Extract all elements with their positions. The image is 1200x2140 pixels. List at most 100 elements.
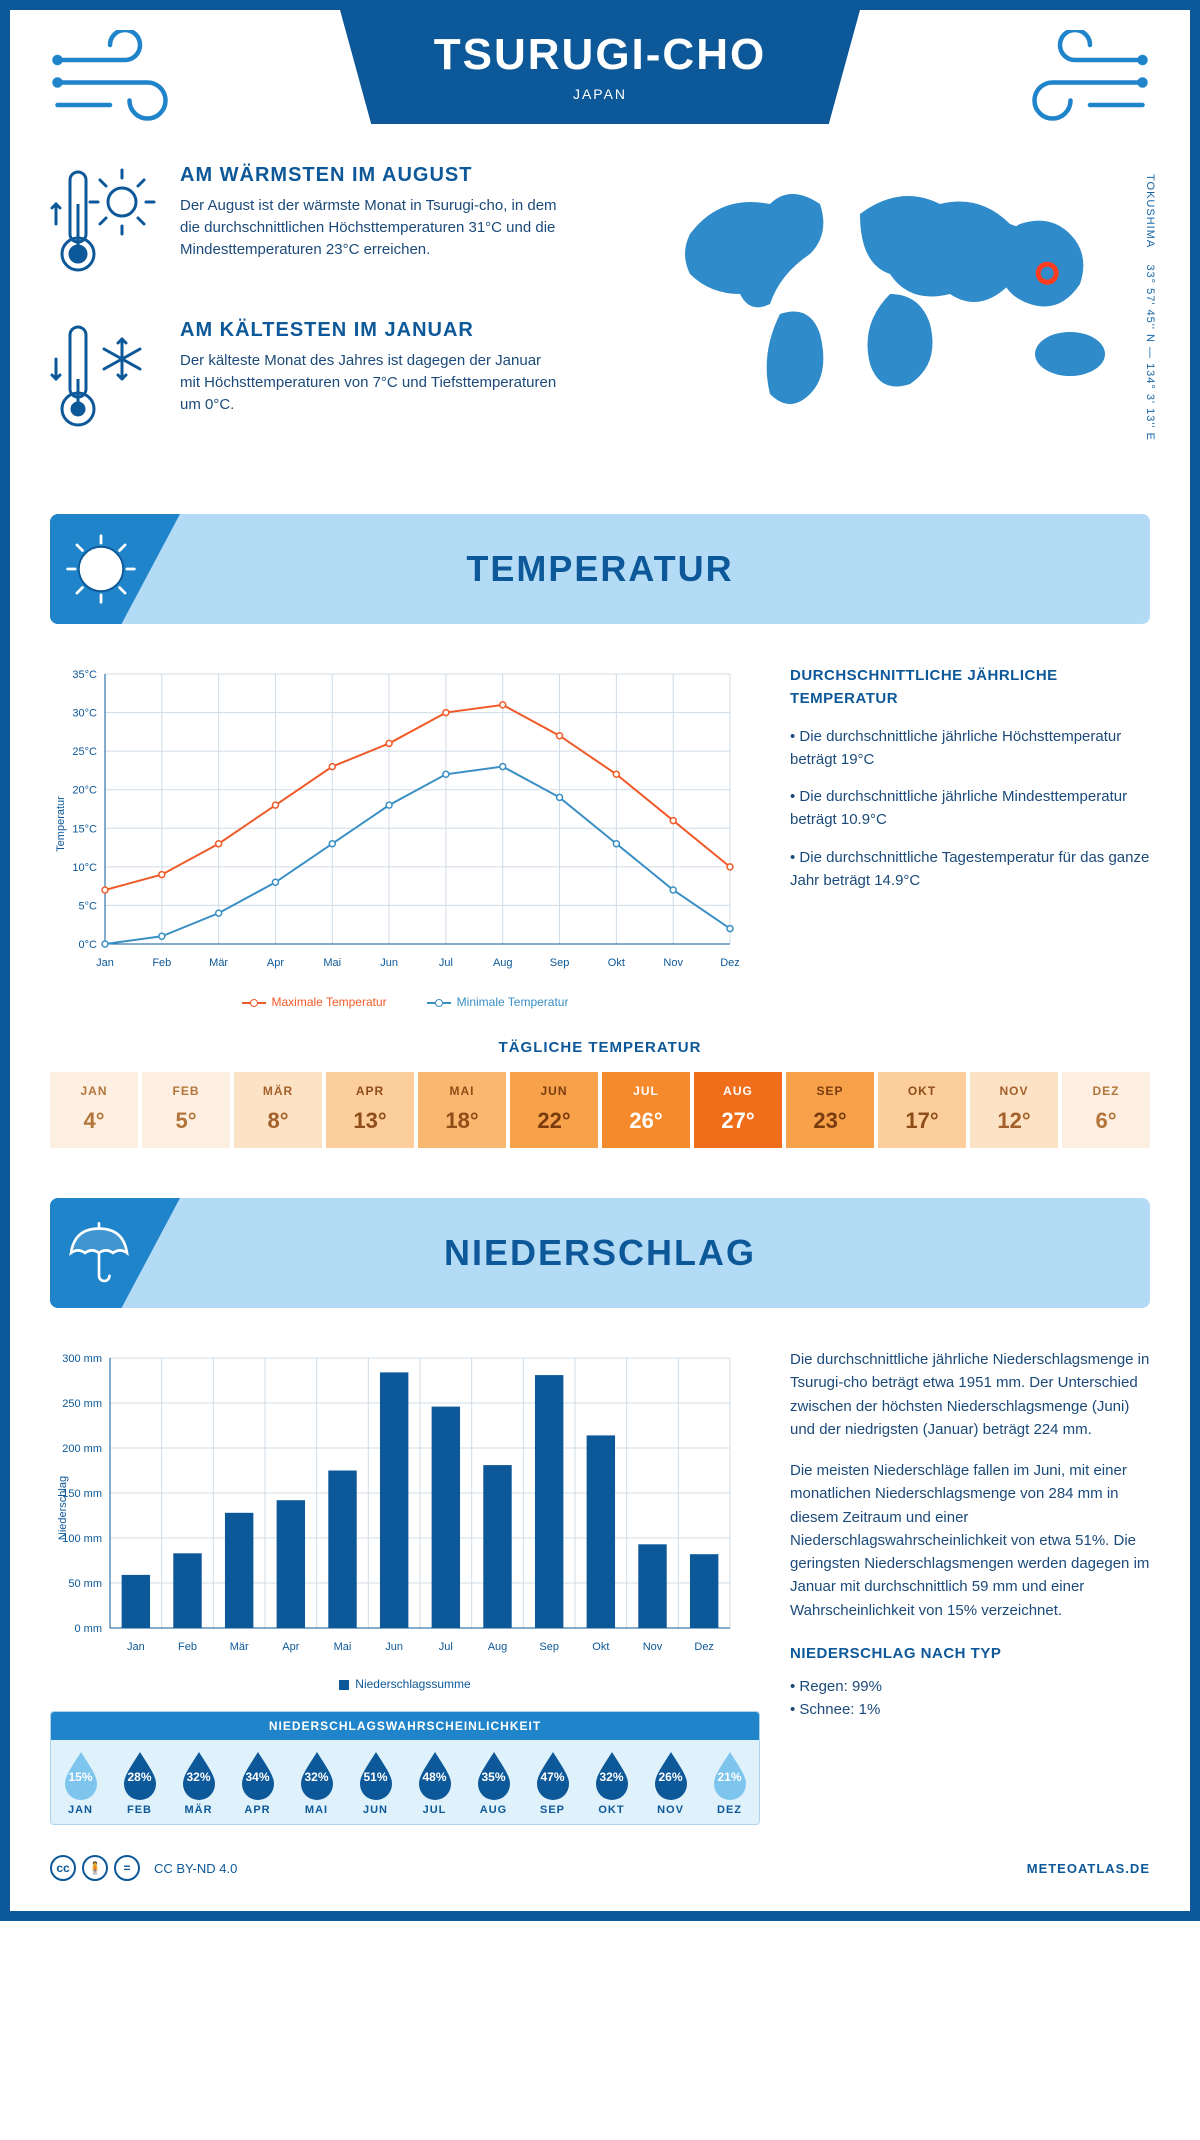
temperature-section-banner: TEMPERATUR — [50, 514, 1150, 624]
coordinates-label: 33° 57' 45'' N — 134° 3' 13'' E — [1144, 264, 1156, 441]
daily-temp-cell: FEB5° — [142, 1072, 230, 1148]
svg-text:Jul: Jul — [439, 957, 453, 969]
probability-cell: 51%JUN — [346, 1740, 405, 1824]
wind-deco-left — [50, 10, 200, 120]
license-block: cc 🧍 = CC BY-ND 4.0 — [50, 1855, 237, 1881]
daily-temp-cell: AUG27° — [694, 1072, 782, 1148]
daily-temp-cell: APR13° — [326, 1072, 414, 1148]
precip-type-1: • Regen: 99% — [790, 1675, 1150, 1698]
warmest-heading: AM WÄRMSTEN IM AUGUST — [180, 164, 560, 187]
probability-title: NIEDERSCHLAGSWAHRSCHEINLICHKEIT — [51, 1712, 759, 1740]
svg-text:50 mm: 50 mm — [68, 1578, 102, 1590]
probability-cell: 21%DEZ — [700, 1740, 759, 1824]
temp-bullet-2: • Die durchschnittliche jährliche Mindes… — [790, 785, 1150, 832]
coldest-text: Der kälteste Monat des Jahres ist dagege… — [180, 350, 560, 415]
precip-bar-chart: 0 mm50 mm100 mm150 mm200 mm250 mm300 mmJ… — [50, 1348, 760, 1825]
svg-text:0°C: 0°C — [79, 939, 98, 951]
temp-bullet-1: • Die durchschnittliche jährliche Höchst… — [790, 725, 1150, 772]
svg-text:15°C: 15°C — [72, 823, 97, 835]
nd-icon: = — [114, 1855, 140, 1881]
svg-text:250 mm: 250 mm — [62, 1398, 102, 1410]
daily-temp-cell: OKT17° — [878, 1072, 966, 1148]
precip-type-heading: NIEDERSCHLAG NACH TYP — [790, 1642, 1150, 1665]
svg-text:Sep: Sep — [550, 957, 570, 969]
temperature-notes: DURCHSCHNITTLICHE JÄHRLICHE TEMPERATUR •… — [790, 664, 1150, 1009]
daily-temp-cell: MAI18° — [418, 1072, 506, 1148]
precip-notes: Die durchschnittliche jährliche Niedersc… — [790, 1348, 1150, 1825]
thermometer-snow-icon — [50, 319, 160, 444]
warmest-block: AM WÄRMSTEN IM AUGUST Der August ist der… — [50, 164, 640, 289]
world-map-svg — [670, 164, 1130, 424]
svg-text:Jun: Jun — [385, 1641, 403, 1653]
daily-temp-cell: SEP23° — [786, 1072, 874, 1148]
svg-text:Apr: Apr — [282, 1641, 299, 1653]
svg-text:Jan: Jan — [127, 1641, 145, 1653]
legend-max-label: Maximale Temperatur — [272, 995, 387, 1009]
page-header: TSURUGI-CHO JAPAN — [50, 10, 1150, 124]
precip-para-1: Die durchschnittliche jährliche Niedersc… — [790, 1348, 1150, 1441]
svg-text:Okt: Okt — [608, 957, 625, 969]
svg-text:30°C: 30°C — [72, 708, 97, 720]
temperature-line-chart: 0°C5°C10°C15°C20°C25°C30°C35°CJanFebMärA… — [50, 664, 760, 1009]
warmest-text: Der August ist der wärmste Monat in Tsur… — [180, 195, 560, 260]
svg-text:Dez: Dez — [694, 1641, 714, 1653]
daily-temp-cell: MÄR8° — [234, 1072, 322, 1148]
page-subtitle: JAPAN — [360, 86, 840, 102]
svg-text:Jan: Jan — [96, 957, 114, 969]
svg-text:5°C: 5°C — [79, 900, 98, 912]
daily-temp-cell: DEZ6° — [1062, 1072, 1150, 1148]
probability-cell: 26%NOV — [641, 1740, 700, 1824]
daily-temp-cell: NOV12° — [970, 1072, 1058, 1148]
probability-cell: 35%AUG — [464, 1740, 523, 1824]
svg-text:Mär: Mär — [230, 1641, 249, 1653]
daily-temp-cell: JUL26° — [602, 1072, 690, 1148]
daily-temp-title: TÄGLICHE TEMPERATUR — [50, 1039, 1150, 1056]
coldest-block: AM KÄLTESTEN IM JANUAR Der kälteste Mona… — [50, 319, 640, 444]
svg-text:35°C: 35°C — [72, 669, 97, 681]
svg-text:Jul: Jul — [439, 1641, 453, 1653]
by-icon: 🧍 — [82, 1855, 108, 1881]
title-banner: TSURUGI-CHO JAPAN — [340, 10, 860, 124]
license-label: CC BY-ND 4.0 — [154, 1861, 237, 1876]
temp-bullet-3: • Die durchschnittliche Tagestemperatur … — [790, 846, 1150, 893]
probability-cell: 47%SEP — [523, 1740, 582, 1824]
page-footer: cc 🧍 = CC BY-ND 4.0 METEOATLAS.DE — [50, 1855, 1150, 1881]
svg-text:Nov: Nov — [643, 1641, 663, 1653]
svg-text:Jun: Jun — [380, 957, 398, 969]
svg-text:Temperatur: Temperatur — [55, 796, 67, 852]
region-label: TOKUSHIMA — [1144, 174, 1156, 248]
svg-text:25°C: 25°C — [72, 746, 97, 758]
daily-temp-grid: JAN4°FEB5°MÄR8°APR13°MAI18°JUN22°JUL26°A… — [50, 1072, 1150, 1148]
probability-cell: 32%MAI — [287, 1740, 346, 1824]
svg-text:300 mm: 300 mm — [62, 1353, 102, 1365]
probability-cell: 15%JAN — [51, 1740, 110, 1824]
svg-text:20°C: 20°C — [72, 785, 97, 797]
probability-cell: 28%FEB — [110, 1740, 169, 1824]
probability-panel: NIEDERSCHLAGSWAHRSCHEINLICHKEIT 15%JAN28… — [50, 1711, 760, 1825]
svg-text:Mär: Mär — [209, 957, 228, 969]
svg-text:Nov: Nov — [663, 957, 683, 969]
probability-cell: 48%JUL — [405, 1740, 464, 1824]
svg-text:Okt: Okt — [592, 1641, 609, 1653]
svg-text:Aug: Aug — [493, 957, 513, 969]
svg-text:Dez: Dez — [720, 957, 740, 969]
svg-text:Mai: Mai — [334, 1641, 352, 1653]
temperature-section-title: TEMPERATUR — [50, 548, 1150, 590]
svg-text:Apr: Apr — [267, 957, 284, 969]
legend-min-label: Minimale Temperatur — [457, 995, 569, 1009]
precip-section-title: NIEDERSCHLAG — [50, 1232, 1150, 1274]
precip-type-2: • Schnee: 1% — [790, 1698, 1150, 1721]
thermometer-sun-icon — [50, 164, 160, 289]
site-label: METEOATLAS.DE — [1027, 1861, 1150, 1876]
probability-cell: 32%OKT — [582, 1740, 641, 1824]
precip-para-2: Die meisten Niederschläge fallen im Juni… — [790, 1459, 1150, 1622]
daily-temp-cell: JAN4° — [50, 1072, 138, 1148]
svg-text:Feb: Feb — [178, 1641, 197, 1653]
daily-temp-cell: JUN22° — [510, 1072, 598, 1148]
cc-icon: cc — [50, 1855, 76, 1881]
svg-text:Mai: Mai — [323, 957, 341, 969]
svg-text:200 mm: 200 mm — [62, 1443, 102, 1455]
precip-legend-label: Niederschlagssumme — [355, 1677, 470, 1691]
precip-section-banner: NIEDERSCHLAG — [50, 1198, 1150, 1308]
svg-text:10°C: 10°C — [72, 862, 97, 874]
